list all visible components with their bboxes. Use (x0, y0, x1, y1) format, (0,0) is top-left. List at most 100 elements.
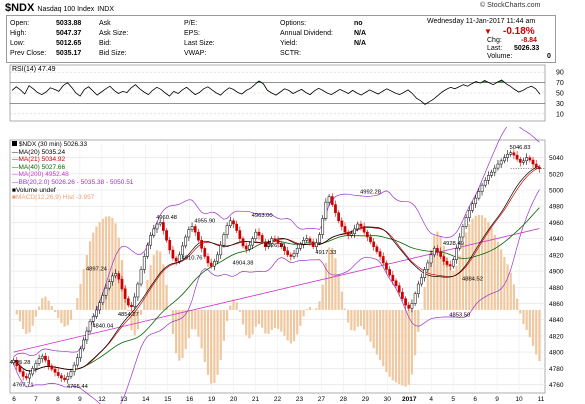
candle-body (522, 160, 525, 163)
macd-hist-bar (493, 234, 496, 310)
macd-hist-bar (53, 309, 57, 312)
quote-info-box: Open: 5033.88 High: 5047.37 Low: 5012.65… (6, 15, 556, 63)
macd-hist-bar (159, 251, 162, 310)
legend-ma20: —MA(20) 5035.24 (12, 148, 66, 156)
label-last: Last: (487, 45, 503, 52)
macd-hist-bar (162, 264, 165, 310)
x-tick-label: 15 (164, 396, 172, 403)
candle-body (404, 298, 407, 306)
macd-hist-bar (50, 305, 53, 310)
macd-hist-bar (210, 309, 213, 384)
label-prev-close: Prev Close: (10, 50, 47, 57)
macd-hist-bar (181, 309, 184, 359)
macd-hist-bar (203, 309, 206, 363)
candle-body (165, 230, 168, 241)
label-pe: P/E: (184, 20, 198, 27)
macd-hist-bar (206, 309, 210, 375)
rsi-title: RSI(14) 47.49 (12, 66, 56, 73)
macd-hist-bar (315, 308, 318, 310)
macd-hist-bar (528, 309, 531, 338)
x-tick-label: 14 (142, 396, 150, 403)
macd-hist-bar (146, 279, 149, 310)
macd-hist-bar (423, 287, 426, 310)
candle-body (295, 248, 299, 254)
bb-lower-line (13, 189, 540, 404)
candle-body (225, 225, 229, 235)
macd-hist-bar (445, 257, 449, 310)
candle-body (66, 376, 70, 380)
macd-hist-bar (302, 309, 305, 317)
candle-body (518, 158, 522, 163)
date-line: Wednesday 11-Jan-2017 11:44 am (427, 18, 536, 25)
label-sctr: SCTR: (280, 50, 301, 57)
ma40-line (13, 207, 540, 372)
candle-body (362, 226, 366, 233)
price-legend: $NDX (30 min) 5026.33 —MA(20) 5035.24 —M… (12, 141, 133, 202)
macd-hist-bar (496, 241, 500, 310)
rsi-tick-label: 70 (556, 80, 564, 87)
macd-hist-bar (410, 309, 414, 375)
x-tick-label: 6 (12, 396, 16, 403)
label-volume: Volume: (487, 53, 513, 60)
macd-hist-bar (296, 309, 299, 335)
macd-hist-bar (257, 309, 261, 325)
candle-body (267, 243, 270, 247)
macd-hist-bar (114, 223, 117, 310)
macd-hist-bar (324, 262, 328, 310)
macd-hist-bar (464, 232, 468, 310)
x-tick-label: 8 (56, 396, 60, 403)
candle-body (426, 262, 430, 270)
candle-body (279, 243, 283, 247)
macd-hist-bar (449, 267, 452, 310)
candle-body (254, 231, 258, 239)
candle-body (397, 285, 401, 293)
price-annotation: 4926.16 (264, 243, 285, 249)
macd-hist-bar (337, 274, 340, 310)
candle-body (44, 355, 47, 361)
macd-hist-bar (155, 250, 159, 310)
price-tick-label: 4840 (549, 317, 564, 324)
candle-body (50, 365, 54, 370)
candle-body (410, 303, 414, 309)
price-annotation: 4910.76 (182, 255, 203, 261)
value-high: 5047.37 (56, 30, 82, 37)
price-annotation: 4917.33 (315, 250, 336, 256)
value-yield: N/A (354, 40, 367, 47)
macd-hist-bar (426, 267, 429, 310)
macd-hist-bar (79, 283, 82, 310)
x-tick-label: 27 (318, 396, 326, 403)
candle-body (114, 273, 117, 277)
price-tick-label: 4960 (549, 220, 564, 227)
bb-upper-line (13, 127, 540, 358)
candle-body (85, 330, 89, 341)
candle-body (490, 171, 493, 176)
macd-hist-bar (343, 308, 347, 310)
price-tick-label: 4980 (549, 204, 564, 211)
label-high: High: (10, 30, 27, 37)
candle-body (162, 222, 165, 231)
macd-hist-bar (366, 309, 369, 336)
macd-hist-bar (178, 309, 181, 361)
candle-body (104, 287, 108, 296)
macd-hist-bar (85, 254, 89, 310)
candle-body (24, 376, 28, 379)
macd-hist-bar (60, 309, 63, 324)
candle-body (34, 363, 38, 369)
candle-body (212, 261, 216, 267)
macd-hist-bar (152, 255, 155, 310)
candle-body (353, 228, 356, 235)
candle-body (506, 154, 509, 158)
macd-hist-bar (391, 309, 394, 381)
macd-hist-bar (522, 309, 525, 325)
macd-hist-bar (378, 309, 382, 361)
macd-hist-bar (286, 309, 289, 341)
candle-body (15, 359, 19, 367)
candle-body (117, 273, 121, 280)
macd-hist-bar (175, 309, 178, 354)
price-annotation: 4955.90 (194, 219, 215, 225)
candle-body (21, 371, 25, 377)
label-yield: Yield: (280, 40, 298, 47)
candle-body (439, 251, 442, 257)
candle-body (487, 175, 490, 181)
candle-body (292, 252, 296, 257)
